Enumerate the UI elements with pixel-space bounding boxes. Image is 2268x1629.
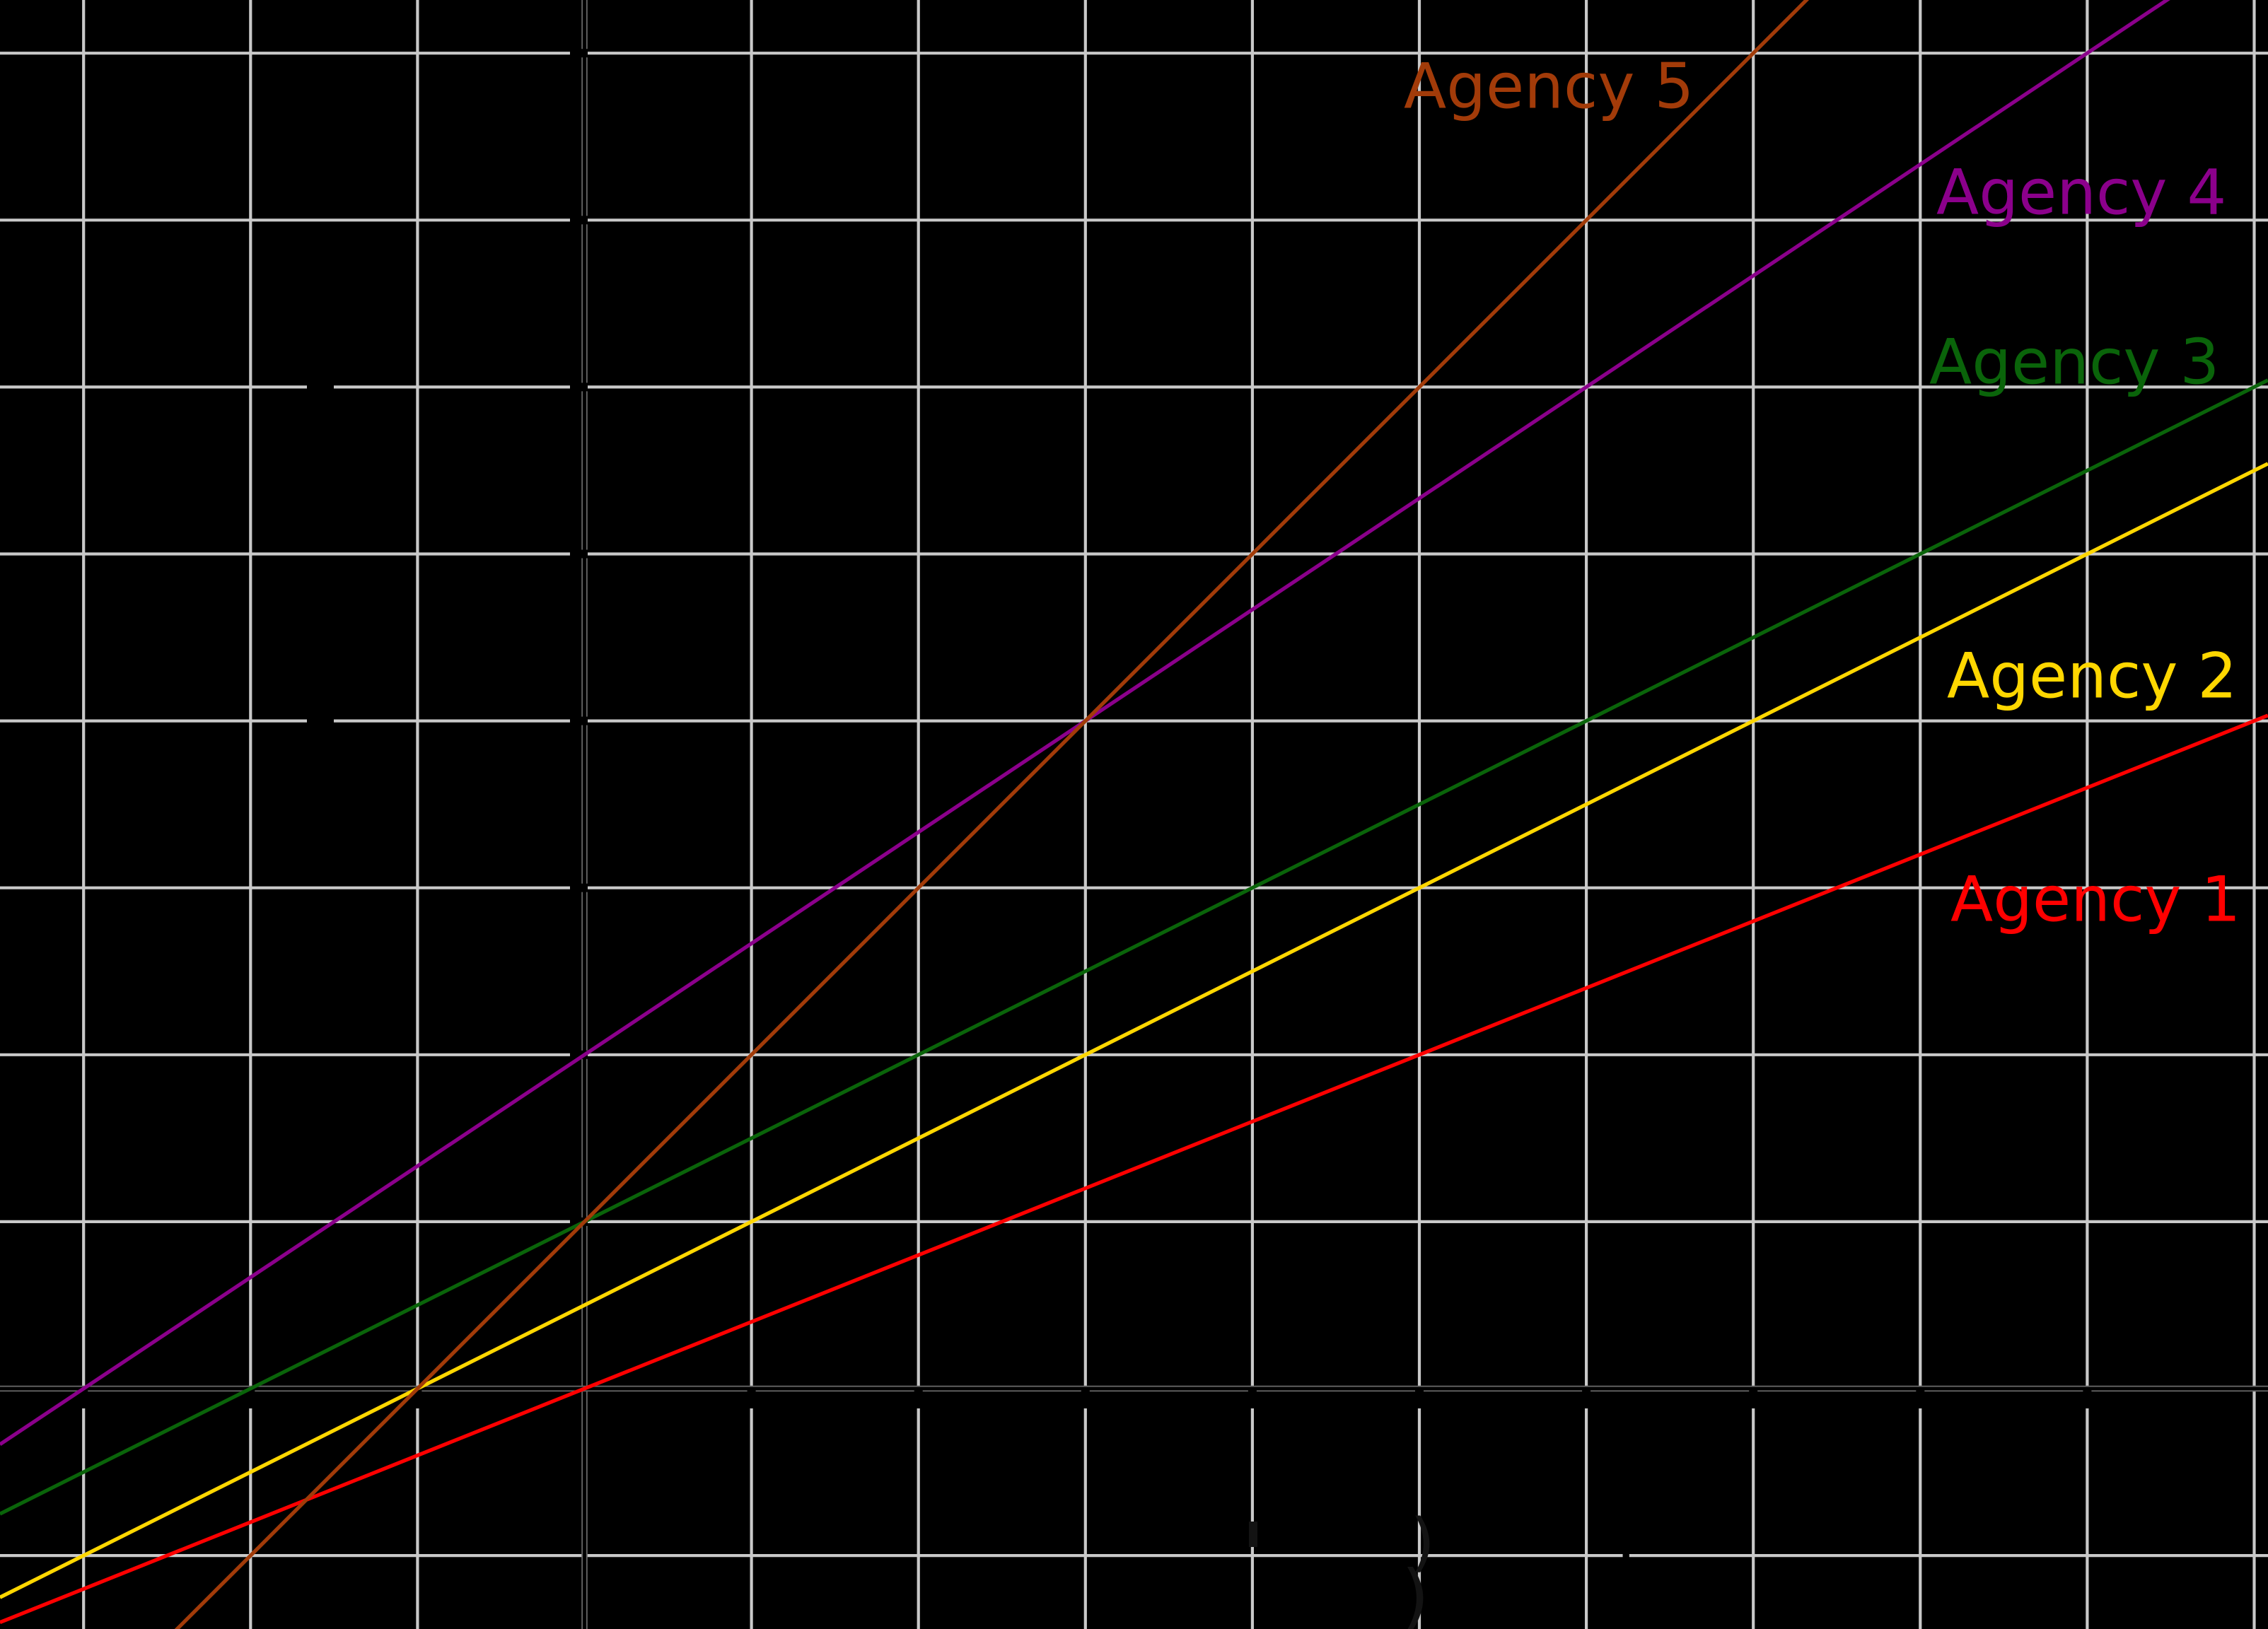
tick-occlusion-layer: )), <box>79 49 2092 1629</box>
x-tick-label-notch <box>1916 1390 1925 1408</box>
axis-title-glyph-fragment <box>1249 1522 1257 1547</box>
x-tick-label-notch <box>1582 1390 1591 1408</box>
x-tick-label-notch <box>2083 1390 2092 1408</box>
y-tick-label-notch-mid <box>307 382 334 392</box>
x-tick-label-notch <box>747 1390 756 1408</box>
x-tick-label-notch <box>79 1390 88 1408</box>
y-tick-label-notch <box>570 716 588 725</box>
series-labels-layer: Agency 1 Agency 2 Agency 3 Agency 4 Agen… <box>1404 50 2240 936</box>
series-line-agency-2 <box>0 462 2268 1599</box>
series-label-agency-2: Agency 2 <box>1947 640 2237 713</box>
y-tick-label-notch <box>570 216 588 225</box>
y-tick-label-notch <box>570 49 588 58</box>
series-label-agency-1: Agency 1 <box>1950 863 2240 936</box>
x-tick-label-notch <box>1749 1390 1758 1408</box>
x-tick-label-notch <box>1415 1390 1424 1408</box>
x-tick-label-notch <box>413 1390 422 1408</box>
y-tick-label-notch <box>570 549 588 559</box>
axis-title-glyph-fragment: ) <box>1410 1505 1435 1580</box>
x-tick-label-notch <box>1081 1390 1090 1408</box>
series-line-agency-4 <box>0 0 2170 1447</box>
series-label-agency-4: Agency 4 <box>1936 156 2226 229</box>
series-line-agency-3 <box>0 378 2268 1516</box>
y-tick-label-notch-mid <box>307 716 334 726</box>
series-line-agency-1 <box>0 713 2268 1625</box>
axis-title-glyph-fragment: ) <box>1402 1555 1429 1629</box>
x-tick-label-notch <box>246 1390 255 1408</box>
y-tick-label-notch <box>570 883 588 892</box>
series-label-agency-5: Agency 5 <box>1404 50 1694 123</box>
series-label-agency-3: Agency 3 <box>1929 326 2219 399</box>
x-tick-label-notch <box>914 1390 923 1408</box>
axis-title-glyph-fragment: , <box>1615 1502 1636 1577</box>
y-tick-label-notch <box>570 383 588 392</box>
x-tick-label-notch <box>1248 1390 1257 1408</box>
